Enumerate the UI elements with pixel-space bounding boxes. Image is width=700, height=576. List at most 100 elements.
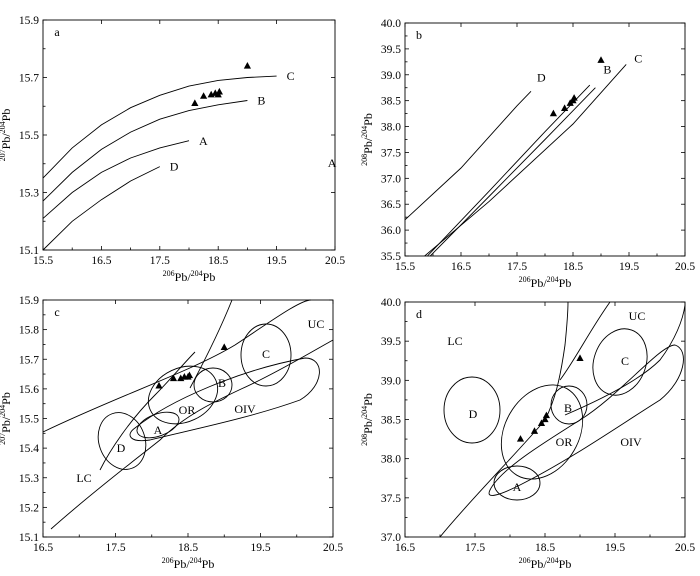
sample-point: [537, 419, 546, 427]
y-tick-label: 37.0: [381, 173, 401, 185]
y-tick-label: 15.3: [19, 188, 39, 200]
sample-point: [597, 56, 605, 63]
y-tick-label: 15.4: [19, 443, 39, 455]
y-tick-label: 15.5: [19, 130, 39, 142]
x-tick-label: 18.5: [563, 261, 583, 273]
field-lc-boundary: [50, 339, 334, 530]
field-label-LC: LC: [447, 334, 462, 348]
x-tick-label: 20.5: [323, 542, 343, 554]
curve-label-D: D: [537, 70, 546, 84]
sample-point: [561, 104, 569, 112]
panel-a-letter: a: [54, 25, 60, 39]
x-axis-label-text: 206Pb/204Pb: [519, 275, 572, 290]
curve-A: [427, 84, 591, 257]
x-axis-label: 206Pb/204Pb: [162, 556, 215, 571]
sample-point: [549, 109, 557, 117]
sample-point: [570, 94, 578, 101]
x-axis-label: 206Pb/204Pb: [163, 269, 216, 284]
y-tick-label: 15.9: [19, 15, 39, 27]
curve-A: [42, 140, 190, 219]
sample-point: [185, 371, 194, 379]
field-b: [193, 367, 233, 403]
sample-point: [215, 87, 223, 95]
panel-c-frame: [42, 299, 334, 538]
y-tick-label: 37.5: [381, 147, 401, 159]
x-tick-label: 16.5: [395, 542, 415, 554]
field-label-UC: UC: [308, 317, 325, 331]
panel-b-letter: b: [416, 28, 422, 42]
y-tick-label: 37.0: [381, 532, 401, 544]
sample-point: [169, 374, 178, 382]
y-tick-label: 38.5: [381, 96, 401, 108]
panel-a: 15.5 16.5 17.5 18.5 19.5 20.5 15.1 15.3 15.5 15.7…: [0, 15, 345, 284]
x-tick-label: 16.5: [451, 261, 471, 273]
field-uc-boundary: [42, 299, 312, 433]
y-tick-label: 38.5: [381, 415, 401, 427]
x-tick-label: 17.5: [507, 261, 527, 273]
y-tick-label: 15.7: [19, 354, 39, 366]
y-axis-label: 207Pb/204Pb: [0, 392, 13, 445]
x-axis-label: 206Pb/204Pb: [519, 556, 572, 571]
panel-c: 16.5 17.5 18.5 19.5 20.5 15.1 15.2 15.3 15.4 15.5…: [0, 295, 343, 571]
y-tick-label: 38.0: [381, 454, 401, 466]
x-axis-label-text: 206Pb/204Pb: [519, 556, 572, 571]
field-label-OR: OR: [179, 403, 196, 417]
panel-a-frame: [42, 19, 336, 251]
x-axis-label-text: 206Pb/204Pb: [163, 269, 216, 284]
field-oiv: [129, 357, 320, 442]
curve-C: [42, 75, 277, 179]
sample-point: [516, 435, 525, 442]
y-tick-label: 15.3: [19, 473, 39, 485]
sample-point: [541, 415, 549, 423]
y-tick-label: 15.1: [19, 245, 39, 257]
sample-point: [220, 343, 228, 350]
y-tick-label: 39.0: [381, 375, 401, 387]
field-label-D: D: [117, 441, 126, 455]
y-tick-label: 40.0: [381, 297, 401, 309]
curve-label-A: A: [328, 156, 337, 170]
field-label-D: D: [469, 407, 478, 421]
panel-d: 16.5 17.5 18.5 19.5 20.5 37.0 37.5 38.0 38.5 39.0…: [360, 297, 695, 571]
curve-label-C: C: [287, 69, 295, 83]
y-tick-label: 15.7: [19, 73, 39, 85]
curve-D: [42, 166, 160, 251]
y-tick-label: 15.8: [19, 325, 39, 337]
sample-point: [576, 354, 584, 361]
y-axis-label: 208Pb/204Pb: [360, 393, 375, 446]
x-tick-label: 19.5: [250, 542, 270, 554]
curve-C: [424, 64, 627, 257]
field-uc-right: [564, 304, 686, 416]
field-oiv: [488, 344, 684, 496]
y-tick-label: 40.0: [381, 18, 401, 30]
field-a: [136, 411, 180, 439]
sample-point: [542, 411, 550, 419]
x-tick-label: 16.5: [33, 542, 53, 554]
y-axis-label-text: 208Pb/204Pb: [360, 393, 375, 446]
x-tick-label: 17.5: [150, 255, 170, 267]
field-label-C: C: [621, 354, 629, 368]
x-tick-label: 19.5: [619, 261, 639, 273]
y-axis-label-text: 207Pb/204Pb: [0, 392, 13, 445]
curve-B: [42, 100, 248, 202]
y-tick-label: 39.5: [381, 44, 401, 56]
field-label-B: B: [218, 376, 226, 390]
y-tick-label: 39.0: [381, 70, 401, 82]
field-or: [500, 384, 584, 480]
field-label-C: C: [262, 347, 270, 361]
sample-point: [191, 99, 199, 106]
sample-point: [243, 62, 251, 69]
field-label-OIV: OIV: [620, 435, 642, 449]
sample-point: [155, 381, 163, 389]
curve-D: [404, 90, 532, 221]
field-label-OIV: OIV: [234, 402, 256, 416]
x-tick-label: 15.5: [33, 255, 53, 267]
field-lc-inner: [99, 351, 196, 471]
y-axis-label: 207Pb/204Pb: [0, 109, 13, 162]
x-tick-label: 20.5: [675, 261, 695, 273]
field-c: [240, 323, 292, 387]
y-axis-label-text: 207Pb/204Pb: [0, 109, 13, 162]
field-label-OR: OR: [556, 435, 573, 449]
y-axis-label-text: 208Pb/204Pb: [360, 113, 375, 166]
field-c: [592, 328, 648, 396]
